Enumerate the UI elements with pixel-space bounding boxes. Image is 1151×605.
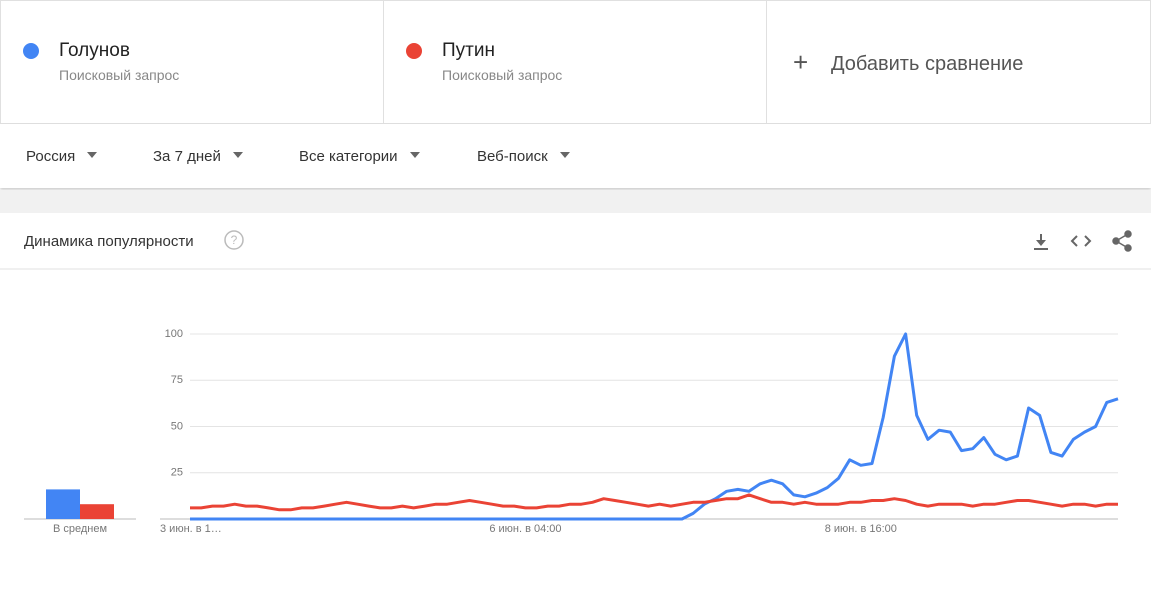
y-tick-label: 75 bbox=[171, 374, 183, 386]
chart: В среднем 25 50 75 100 3 июн. в 1… 6 июн. в 0… bbox=[24, 328, 1119, 535]
y-tick-label: 25 bbox=[171, 467, 183, 479]
add-compare[interactable]: + Добавить сравнение bbox=[766, 0, 1151, 124]
download-icon[interactable] bbox=[1034, 234, 1048, 250]
term-dot bbox=[23, 43, 39, 59]
card-title: Динамика популярности bbox=[24, 233, 194, 250]
term-name: Путин bbox=[442, 40, 495, 61]
x-tick-label: 8 июн. в 16:00 bbox=[825, 523, 897, 535]
x-tick-label: 6 июн. в 04:00 bbox=[489, 523, 561, 535]
y-tick-label: 50 bbox=[171, 420, 183, 432]
term-name: Голунов bbox=[59, 40, 130, 61]
term-type: Поисковый запрос bbox=[442, 67, 563, 83]
plus-icon: + bbox=[793, 47, 809, 77]
filter[interactable]: Все категории bbox=[299, 148, 420, 165]
term-card[interactable]: Голунов Поисковый запрос bbox=[0, 0, 384, 124]
embed-icon[interactable] bbox=[1070, 235, 1092, 247]
share-icon[interactable] bbox=[1112, 230, 1132, 252]
series-line bbox=[190, 493, 1118, 512]
gap bbox=[0, 190, 1151, 213]
term-card[interactable]: Путин Поисковый запрос bbox=[383, 0, 767, 124]
y-tick-label: 100 bbox=[165, 328, 183, 340]
help-icon[interactable] bbox=[224, 230, 244, 250]
filter[interactable]: Россия bbox=[26, 148, 97, 165]
x-tick-label: 3 июн. в 1… bbox=[160, 523, 222, 535]
series-line bbox=[190, 332, 1119, 521]
card-icons: ? bbox=[0, 230, 1151, 270]
filter[interactable]: Веб-поиск bbox=[477, 148, 570, 165]
term-type: Поисковый запрос bbox=[59, 67, 180, 83]
avg-label: В среднем bbox=[53, 523, 107, 535]
add-compare-label: Добавить сравнение bbox=[831, 53, 1024, 75]
svg-text:?: ? bbox=[231, 233, 238, 247]
term-dot bbox=[406, 43, 422, 59]
avg-bar bbox=[46, 489, 80, 519]
filter[interactable]: За 7 дней bbox=[153, 148, 243, 165]
avg-bar bbox=[80, 504, 114, 519]
